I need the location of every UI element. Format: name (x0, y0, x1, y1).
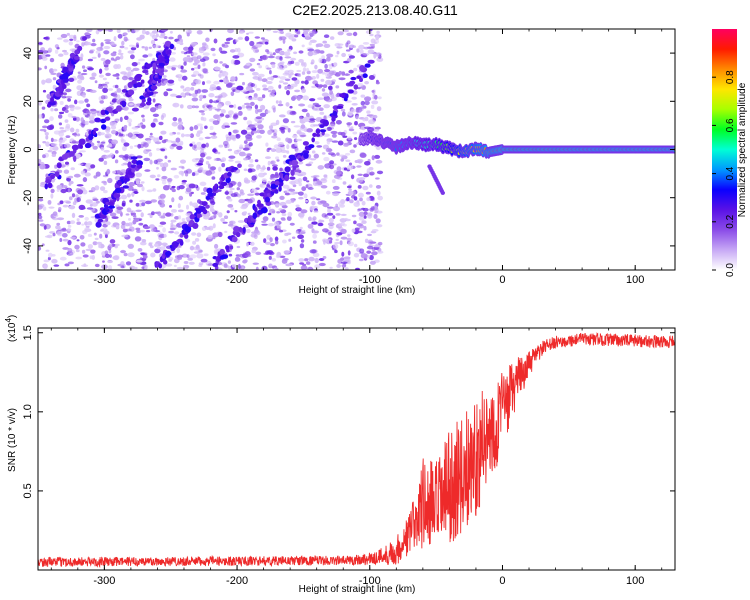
x-tick-label: -200 (226, 274, 248, 286)
snr-y-multiplier-exponent: 4 (4, 318, 13, 323)
x-tick-label: -300 (93, 575, 115, 587)
snr-y-multiplier: (x104) (4, 315, 18, 342)
snr-frame (37, 327, 676, 571)
y-tick-label: 20 (22, 95, 34, 107)
snr-y-multiplier-close: ) (7, 315, 18, 318)
spectrogram-x-ticks: -300 -200 -100 0 100 (50, 29, 663, 286)
snr-y-ticks: 0.5 1.0 1.5 (22, 325, 675, 499)
snr-series-line (38, 332, 675, 569)
diagonal-feature (247, 59, 375, 224)
colorbar-tick-label: 0.2 (725, 214, 736, 228)
noise-speckle (38, 29, 384, 270)
tail-feature (427, 164, 445, 195)
y-tick-label: -20 (22, 190, 34, 206)
snr-y-multiplier-base: (x10 (7, 322, 18, 342)
colorbar-ticks: 0.0 0.2 0.4 0.6 0.8 (712, 70, 736, 277)
colorbar-tick-label: 0.6 (725, 118, 736, 132)
y-tick-label: 0.5 (22, 483, 34, 498)
colorbar-tick-label: 0.8 (725, 70, 736, 84)
x-tick-label: -300 (93, 274, 115, 286)
y-tick-label: 40 (22, 47, 34, 59)
x-tick-label: 0 (499, 575, 505, 587)
colorbar-tick-label: 0.0 (725, 263, 736, 277)
chart-title: C2E2.2025.213.08.40.G11 (292, 2, 458, 18)
x-tick-label: -100 (359, 575, 381, 587)
snr-x-ticks: -300 -200 -100 0 100 (50, 328, 663, 587)
y-tick-label: 1.5 (22, 325, 34, 340)
y-tick-label: -40 (22, 238, 34, 254)
x-tick-label: 100 (626, 575, 644, 587)
diagonal-feature (94, 156, 143, 228)
x-tick-label: -100 (359, 274, 381, 286)
spectrogram-y-axis-label: Frequency (Hz) (7, 116, 18, 185)
snr-panel: -300 -200 -100 0 100 0.5 1.0 1.5 Height of str… (4, 315, 676, 595)
y-tick-label: 0 (22, 146, 34, 152)
colorbar-gradient (712, 29, 737, 270)
diagonal-feature (46, 45, 83, 108)
diagonal-feature (44, 52, 169, 190)
x-tick-label: 0 (499, 274, 505, 286)
colorbar-tick-label: 0.4 (725, 166, 736, 180)
snr-y-axis-label: SNR (10 * v/v) (7, 408, 18, 472)
diagonal-feature (154, 163, 242, 269)
diagonal-feature (139, 40, 175, 108)
spectrogram-plot-area (38, 29, 675, 270)
spectrogram-x-axis-label: Height of straight line (km) (299, 285, 416, 296)
colorbar-label: Normalized spectral amplitude (737, 82, 748, 217)
snr-x-axis-label: Height of straight line (km) (299, 584, 416, 595)
svg-text:(x104): (x104) (4, 315, 18, 342)
spectrogram-y-ticks: -40 -20 0 20 40 (22, 47, 675, 254)
x-tick-label: 100 (626, 274, 644, 286)
snr-plot-area (38, 332, 675, 569)
y-tick-label: 1.0 (22, 404, 34, 419)
carrier-trace (358, 130, 675, 159)
x-tick-label: -200 (226, 575, 248, 587)
colorbar: 0.0 0.2 0.4 0.6 0.8 Normalized spectral ampl… (712, 29, 748, 277)
